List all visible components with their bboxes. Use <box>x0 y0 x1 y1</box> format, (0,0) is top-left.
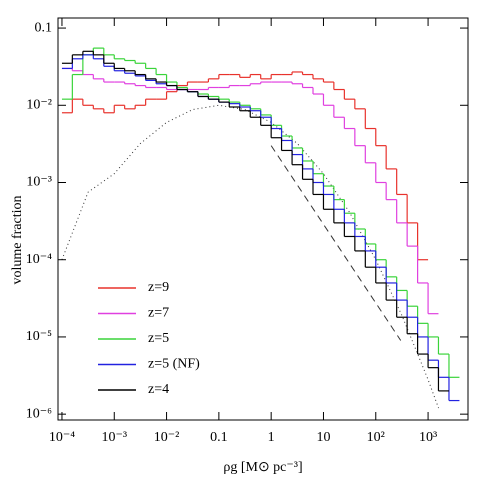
series-1 <box>61 67 439 315</box>
x-tick-label: 1 <box>268 430 275 445</box>
legend-label: z=4 <box>148 382 169 397</box>
legend-label: z=7 <box>148 306 169 321</box>
series-2 <box>61 47 460 378</box>
x-tick-label: 10 <box>316 430 330 445</box>
y-tick-label: 10⁻⁴ <box>26 252 52 267</box>
legend-label: z=5 (NF) <box>148 357 200 372</box>
plot-area <box>61 47 460 409</box>
x-tick-label: 10⁻³ <box>101 430 127 445</box>
x-axis-label: ρg [M⊙ pc⁻³] <box>223 460 302 475</box>
series-3 <box>61 54 460 402</box>
x-tick-label: 10⁻² <box>154 430 180 445</box>
reference-line <box>61 104 440 409</box>
plot-frame <box>57 17 469 421</box>
x-tick-label: 10² <box>367 430 385 445</box>
series-4 <box>61 50 449 392</box>
y-tick-label: 0.1 <box>35 20 53 35</box>
series-0 <box>61 71 429 261</box>
y-tick-label: 10⁻³ <box>26 175 52 190</box>
legend-label: z=9 <box>148 280 169 295</box>
y-tick-label: 10⁻⁵ <box>26 329 52 344</box>
y-tick-label: 10⁻⁶ <box>26 406 52 421</box>
y-axis-label: volume fraction <box>10 195 25 284</box>
y-tick-label: 10⁻² <box>26 98 52 113</box>
x-tick-label: 10⁻⁴ <box>49 430 75 445</box>
reference-line <box>270 145 402 341</box>
legend-label: z=5 <box>148 331 169 346</box>
x-tick-label: 0.1 <box>210 430 228 445</box>
x-tick-label: 10³ <box>419 430 437 445</box>
